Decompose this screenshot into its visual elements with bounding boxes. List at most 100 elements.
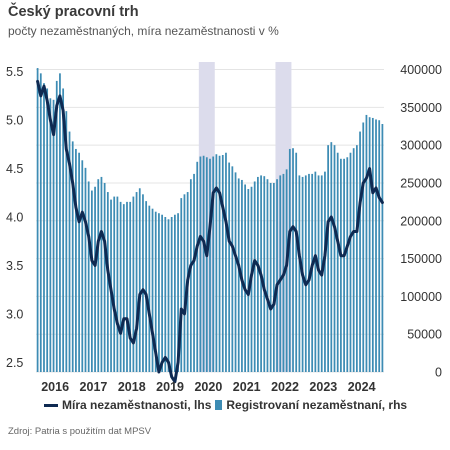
legend-bar-swatch	[215, 400, 223, 410]
bar	[324, 171, 326, 372]
registered-unemployed-bars	[36, 68, 384, 373]
right-tick-label: 0	[435, 366, 442, 380]
bar	[221, 155, 224, 372]
bar	[135, 192, 138, 372]
bar	[116, 196, 119, 372]
bar	[196, 161, 199, 372]
x-axis-ticks: 2016 2017 2018 2019 2020 2021 2022 2023 2024	[41, 380, 375, 394]
bar	[90, 190, 93, 372]
bar	[103, 182, 106, 372]
bar	[209, 158, 211, 372]
bar	[343, 158, 345, 372]
bar	[336, 152, 339, 372]
bar	[193, 173, 195, 372]
bar	[378, 120, 381, 372]
bar	[304, 175, 307, 372]
right-tick-label: 200000	[400, 214, 442, 228]
bar	[81, 160, 84, 372]
bar	[205, 157, 208, 372]
bar	[132, 196, 135, 372]
bar	[359, 131, 361, 372]
bar	[228, 162, 231, 372]
x-tick-label: 2020	[194, 380, 222, 394]
bar	[212, 156, 215, 372]
bar	[237, 178, 240, 372]
bar	[285, 169, 288, 372]
left-axis-ticks: 5.5 5.0 4.5 4.0 3.5 3.0 2.5	[6, 65, 23, 370]
bar	[154, 211, 157, 372]
bar	[234, 172, 237, 372]
right-axis-ticks: 400000 350000 300000 250000 200000 150000 1000…	[400, 63, 442, 379]
right-tick-label: 50000	[407, 328, 442, 342]
bar	[55, 80, 58, 372]
bar	[106, 192, 109, 372]
bar	[199, 156, 202, 372]
bar	[87, 181, 90, 372]
left-tick-label: 4.0	[6, 211, 23, 225]
bar	[161, 214, 163, 372]
bar	[253, 181, 256, 372]
bar	[68, 131, 71, 372]
bar	[148, 205, 151, 372]
left-tick-label: 3.5	[6, 259, 23, 273]
bar	[46, 88, 49, 373]
unemployment-rate-line	[36, 79, 384, 384]
rate-line	[36, 79, 384, 384]
x-tick-label: 2022	[271, 380, 299, 394]
right-tick-label: 300000	[400, 139, 442, 153]
bar	[272, 182, 275, 372]
right-tick-label: 250000	[400, 176, 442, 190]
x-tick-label: 2018	[118, 380, 146, 394]
bar	[247, 189, 250, 372]
right-tick-label: 400000	[400, 63, 442, 77]
bar	[314, 171, 317, 372]
left-tick-label: 2.5	[6, 356, 23, 370]
bar	[52, 99, 55, 373]
bar	[298, 175, 301, 372]
bar	[276, 179, 278, 372]
bar	[295, 152, 298, 372]
bar	[126, 201, 128, 372]
bar	[100, 176, 103, 372]
bar	[151, 208, 154, 372]
x-tick-label: 2016	[41, 380, 69, 394]
bar	[292, 148, 294, 372]
legend-registered-label: Registrovaní nezaměstnaní, rhs	[226, 398, 408, 412]
bar	[180, 198, 183, 372]
x-tick-label: 2024	[348, 380, 376, 394]
bar	[183, 194, 186, 372]
bar	[308, 173, 310, 372]
bar	[257, 176, 259, 372]
bar	[352, 148, 355, 372]
bar	[349, 152, 352, 372]
bar	[36, 68, 39, 373]
bar	[327, 145, 330, 372]
bar	[138, 188, 141, 372]
x-tick-label: 2019	[156, 380, 184, 394]
bar	[371, 117, 374, 372]
bar	[202, 155, 205, 372]
left-tick-label: 4.5	[6, 162, 23, 176]
bar	[84, 167, 87, 372]
bar	[215, 154, 218, 372]
bar	[129, 201, 132, 372]
bar	[177, 213, 179, 372]
bar	[62, 88, 65, 373]
bar	[145, 201, 148, 372]
bar	[375, 119, 377, 373]
x-tick-label: 2017	[80, 380, 108, 394]
bar	[170, 217, 173, 372]
right-tick-label: 100000	[400, 290, 442, 304]
legend-rate-label: Míra nezaměstnanosti, lhs	[62, 398, 212, 412]
left-tick-label: 3.0	[6, 307, 23, 321]
chart-subtitle: počty nezaměstnaných, míra nezaměstnanos…	[8, 24, 279, 38]
bar	[231, 166, 234, 372]
bar	[142, 194, 144, 372]
x-tick-label: 2021	[233, 380, 261, 394]
bar	[340, 158, 342, 372]
bar	[158, 213, 160, 372]
bar	[71, 141, 74, 372]
source-note: Zdroj: Patria s použitím dat MPSV	[8, 426, 152, 437]
bar	[65, 111, 68, 373]
bar	[97, 179, 100, 372]
